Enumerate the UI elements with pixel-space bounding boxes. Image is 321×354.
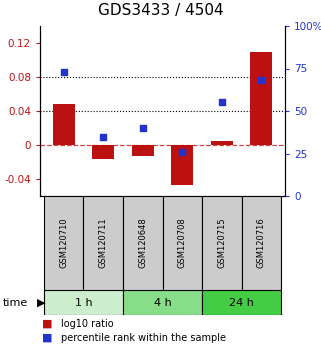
Point — [219, 100, 224, 105]
Bar — [123, 196, 162, 290]
Bar — [92, 145, 114, 159]
Bar — [250, 51, 272, 145]
Text: ■: ■ — [42, 319, 52, 329]
Bar — [202, 290, 281, 315]
Text: log10 ratio: log10 ratio — [61, 319, 114, 329]
Text: ■: ■ — [42, 333, 52, 343]
Bar — [44, 196, 83, 290]
Bar — [132, 145, 154, 156]
Point — [259, 78, 264, 83]
Text: GSM120715: GSM120715 — [217, 218, 226, 268]
Text: GSM120708: GSM120708 — [178, 218, 187, 268]
Text: 24 h: 24 h — [229, 297, 254, 308]
Bar — [241, 196, 281, 290]
Text: time: time — [3, 297, 29, 308]
Text: GSM120648: GSM120648 — [138, 218, 147, 268]
Bar — [162, 196, 202, 290]
Text: ▶: ▶ — [37, 297, 45, 308]
Point — [180, 149, 185, 155]
Text: percentile rank within the sample: percentile rank within the sample — [61, 333, 226, 343]
Text: 1 h: 1 h — [75, 297, 92, 308]
Bar — [44, 290, 123, 315]
Bar — [123, 290, 202, 315]
Text: GDS3433 / 4504: GDS3433 / 4504 — [98, 3, 223, 18]
Text: 4 h: 4 h — [154, 297, 171, 308]
Point — [61, 69, 66, 75]
Bar — [202, 196, 241, 290]
Text: GSM120711: GSM120711 — [99, 218, 108, 268]
Bar — [53, 104, 74, 145]
Text: GSM120716: GSM120716 — [257, 218, 266, 268]
Bar — [83, 196, 123, 290]
Point — [101, 134, 106, 139]
Bar — [171, 145, 193, 185]
Bar — [211, 141, 233, 145]
Point — [140, 125, 145, 131]
Text: GSM120710: GSM120710 — [59, 218, 68, 268]
